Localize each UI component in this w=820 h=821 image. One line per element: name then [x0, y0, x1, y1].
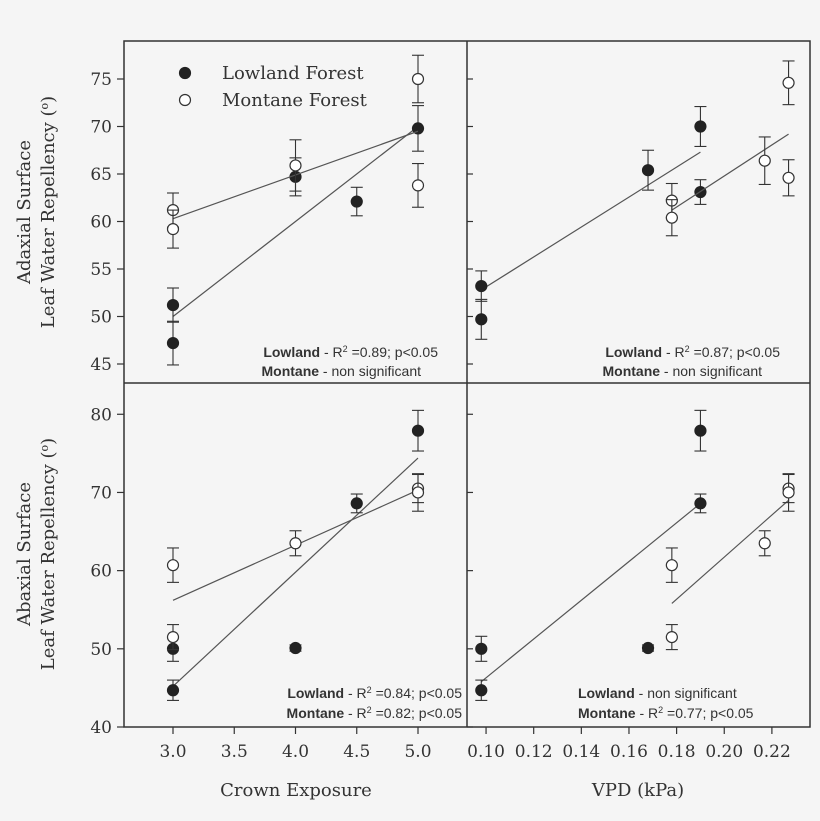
x-axis-title-left: Crown Exposure: [220, 780, 372, 801]
montane-point: [665, 630, 678, 644]
stats-line: Lowland - non significant: [578, 685, 737, 701]
x-tick-label: 4.5: [343, 742, 370, 762]
montane-point: [289, 537, 302, 550]
montane-point: [166, 630, 180, 644]
legend: Lowland Forest Montane Forest: [178, 63, 368, 111]
montane-point: [166, 559, 180, 572]
montane-point: [782, 486, 795, 499]
stats-line: Montane - R2 =0.82; p<0.05: [287, 705, 463, 721]
x-tick-label: 0.18: [658, 742, 696, 762]
y-tick-label: 50: [90, 308, 112, 328]
montane-point: [782, 171, 795, 184]
y-axis-title-bottom: Abaxial Surface Leaf Water Repellency (o…: [14, 438, 59, 670]
y-tick-label: 70: [90, 118, 112, 138]
panel-bottom-left: 40 50 60 70 80 3.0 3.5 4.0 4.5 5.0: [90, 405, 431, 762]
lowland-point: [411, 424, 425, 437]
x-tick-label: 0.12: [515, 742, 553, 762]
legend-montane-marker: [178, 93, 192, 107]
lowland-point: [350, 195, 363, 208]
stats-line: Lowland - R2 =0.87; p<0.05: [605, 344, 780, 360]
y-tick-label: 60: [90, 562, 112, 582]
lowland-fit-line: [480, 151, 701, 291]
y-tick-label: 50: [90, 640, 112, 660]
lowland-point: [166, 299, 180, 312]
montane-fit-line: [671, 133, 789, 211]
x-tick-label: 3.0: [159, 742, 186, 762]
y-axis-title-top-line1: Adaxial Surface: [14, 140, 35, 285]
stats-line: Lowland - R2 =0.89; p<0.05: [263, 344, 438, 360]
panel-top-right: [467, 60, 795, 365]
lowland-fit-line: [172, 126, 419, 317]
y-axis-title-top-line2: Leaf Water Repellency (o): [38, 96, 60, 328]
lowland-point: [289, 641, 302, 655]
x-tick-label: 0.22: [753, 742, 791, 762]
legend-montane-label: Montane Forest: [222, 90, 368, 111]
x-tick-label: 0.14: [562, 742, 600, 762]
montane-point: [166, 223, 180, 236]
montane-point: [782, 76, 795, 89]
montane-fit-line: [671, 499, 789, 604]
montane-point: [665, 211, 678, 224]
montane-point: [758, 537, 771, 550]
stats-line: Lowland - R2 =0.84; p<0.05: [287, 685, 462, 701]
y-tick-label: 45: [90, 355, 112, 375]
lowland-point: [475, 642, 488, 655]
y-tick-label: 80: [90, 405, 112, 425]
lowland-point: [641, 641, 655, 655]
lowland-point: [694, 424, 707, 437]
lowland-point: [694, 120, 707, 133]
lowland-point: [641, 164, 655, 177]
lowland-point: [694, 497, 707, 510]
stats-bottom-left: Lowland - R2 =0.84; p<0.05 Montane - R2 …: [287, 685, 463, 721]
panel-top-left: 45 50 55 60 65 70 75: [90, 54, 425, 375]
legend-lowland-marker: [178, 66, 192, 80]
x-tick-label: 4.0: [282, 742, 309, 762]
lowland-point: [166, 337, 180, 350]
x-tick-label: 0.20: [705, 742, 743, 762]
stats-line: Montane - non significant: [602, 363, 762, 379]
stats-line: Montane - R2 =0.77; p<0.05: [578, 705, 754, 721]
montane-point: [665, 559, 678, 572]
y-tick-label: 75: [90, 70, 112, 90]
stats-top-left: Lowland - R2 =0.89; p<0.05 Montane - non…: [261, 344, 438, 379]
y-axis-title-bottom-line2: Leaf Water Repellency (o): [38, 438, 60, 670]
x-tick-label: 0.16: [610, 742, 648, 762]
y-tick-label: 55: [90, 260, 112, 280]
montane-point: [411, 72, 425, 86]
x-axis-title-right: VPD (kPa): [591, 780, 684, 801]
lowland-point: [475, 313, 488, 326]
lowland-point: [350, 497, 363, 510]
montane-point: [411, 486, 425, 499]
y-tick-label: 70: [90, 483, 112, 503]
lowland-point: [475, 280, 488, 293]
y-tick-label: 60: [90, 213, 112, 233]
y-axis-title-top: Adaxial Surface Leaf Water Repellency (o…: [14, 96, 59, 328]
y-axis-title-bottom-line1: Abaxial Surface: [14, 482, 35, 627]
lowland-point: [475, 684, 488, 697]
stats-top-right: Lowland - R2 =0.87; p<0.05 Montane - non…: [602, 344, 780, 379]
y-tick-label: 65: [90, 165, 112, 185]
legend-lowland-label: Lowland Forest: [222, 63, 364, 84]
x-tick-label: 5.0: [404, 742, 431, 762]
montane-point: [411, 179, 425, 192]
lowland-fit-line: [172, 457, 419, 687]
montane-point: [758, 154, 771, 167]
montane-point: [289, 159, 302, 172]
panel-bottom-right: 0.10 0.12 0.14 0.16 0.18 0.20 0.22: [467, 409, 795, 762]
stats-line: Montane - non significant: [261, 363, 421, 379]
lowland-point: [411, 122, 425, 135]
x-tick-label: 0.10: [467, 742, 505, 762]
stats-bottom-right: Lowland - non significant Montane - R2 =…: [578, 685, 754, 721]
x-tick-label: 3.5: [221, 742, 248, 762]
lowland-fit-line: [480, 502, 701, 683]
y-tick-label: 40: [90, 718, 112, 738]
lowland-point: [166, 684, 180, 697]
